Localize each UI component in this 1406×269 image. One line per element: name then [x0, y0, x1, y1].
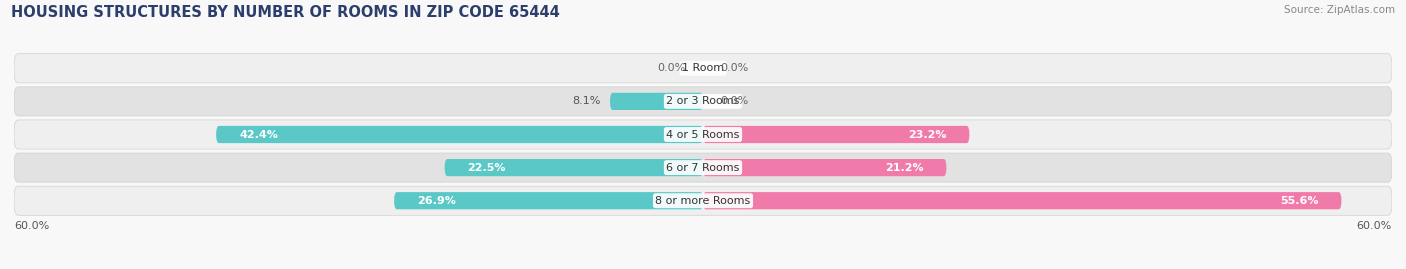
FancyBboxPatch shape — [703, 126, 969, 143]
FancyBboxPatch shape — [217, 126, 703, 143]
Text: 8.1%: 8.1% — [572, 96, 600, 107]
FancyBboxPatch shape — [444, 159, 703, 176]
FancyBboxPatch shape — [14, 186, 1392, 215]
FancyBboxPatch shape — [610, 93, 703, 110]
FancyBboxPatch shape — [14, 120, 1392, 149]
Text: 0.0%: 0.0% — [720, 63, 748, 73]
Text: 1 Room: 1 Room — [682, 63, 724, 73]
FancyBboxPatch shape — [14, 153, 1392, 182]
Text: 22.5%: 22.5% — [468, 162, 506, 173]
Text: 2 or 3 Rooms: 2 or 3 Rooms — [666, 96, 740, 107]
FancyBboxPatch shape — [703, 159, 946, 176]
Text: 23.2%: 23.2% — [908, 129, 946, 140]
Text: 0.0%: 0.0% — [658, 63, 686, 73]
Text: 42.4%: 42.4% — [239, 129, 278, 140]
FancyBboxPatch shape — [14, 87, 1392, 116]
FancyBboxPatch shape — [703, 192, 1341, 209]
Text: 21.2%: 21.2% — [884, 162, 924, 173]
FancyBboxPatch shape — [394, 192, 703, 209]
Text: HOUSING STRUCTURES BY NUMBER OF ROOMS IN ZIP CODE 65444: HOUSING STRUCTURES BY NUMBER OF ROOMS IN… — [11, 5, 560, 20]
Text: 26.9%: 26.9% — [418, 196, 456, 206]
Text: 6 or 7 Rooms: 6 or 7 Rooms — [666, 162, 740, 173]
Text: 60.0%: 60.0% — [1357, 221, 1392, 231]
Text: 4 or 5 Rooms: 4 or 5 Rooms — [666, 129, 740, 140]
Text: 0.0%: 0.0% — [720, 96, 748, 107]
FancyBboxPatch shape — [14, 54, 1392, 83]
Text: 55.6%: 55.6% — [1279, 196, 1319, 206]
Text: 8 or more Rooms: 8 or more Rooms — [655, 196, 751, 206]
Text: Source: ZipAtlas.com: Source: ZipAtlas.com — [1284, 5, 1395, 15]
Text: 60.0%: 60.0% — [14, 221, 49, 231]
